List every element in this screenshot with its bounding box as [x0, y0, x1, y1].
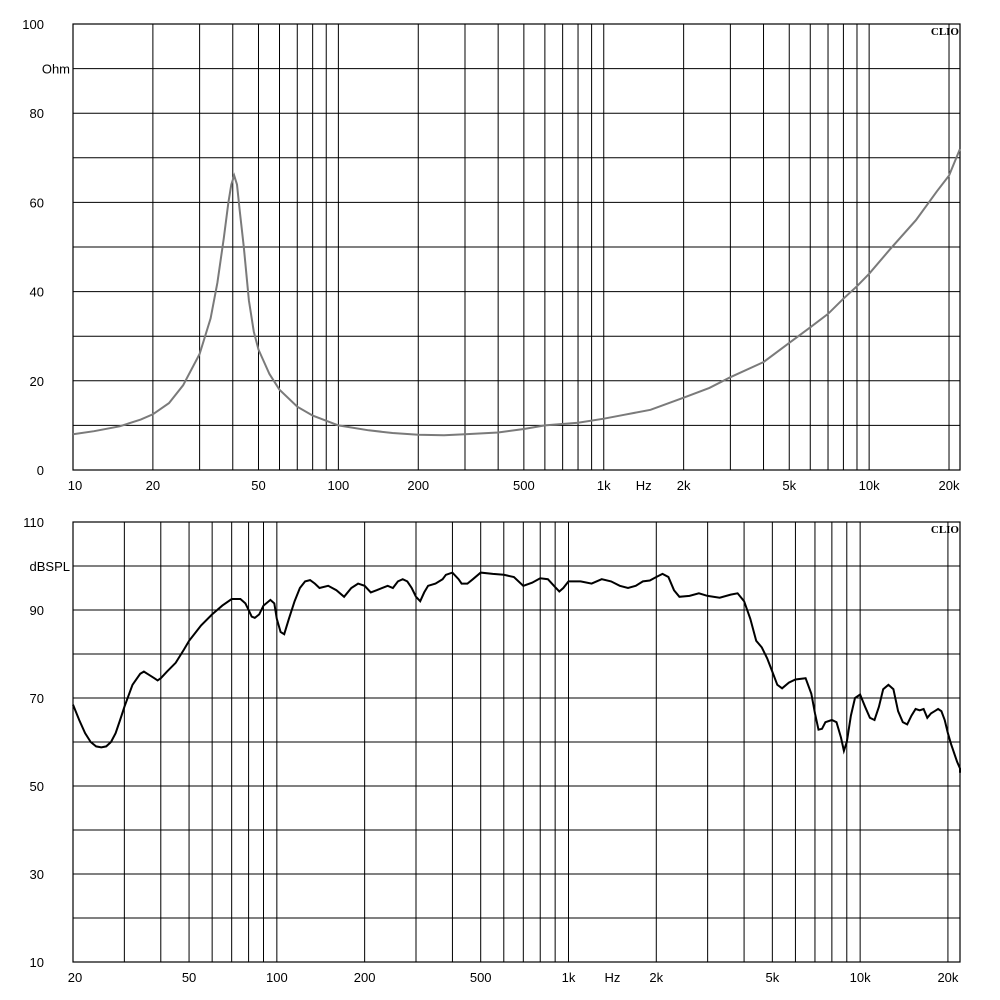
impedance-x-tick-label: 2k [677, 478, 691, 493]
spl-y-tick-labels: 10 30 50 70 90 110 [23, 515, 44, 970]
impedance-y-tick-label: 60 [30, 195, 44, 210]
impedance-x-tick-label: 200 [407, 478, 429, 493]
spl-x-unit-label: Hz [604, 970, 620, 985]
spl-brand-label: CLIO [931, 524, 960, 536]
spl-y-tick-label: 10 [30, 955, 44, 970]
spl-chart: CLIO dBSPL Hz 10 30 50 70 90 110 20 50 100 200 50… [23, 515, 961, 985]
impedance-x-tick-label: 100 [328, 478, 350, 493]
spl-x-tick-label: 20 [68, 970, 82, 985]
impedance-y-unit-label: Ohm [42, 62, 70, 77]
spl-y-tick-label: 110 [23, 515, 44, 530]
impedance-x-tick-label: 1k [597, 478, 611, 493]
spl-y-tick-label: 30 [30, 867, 44, 882]
spl-x-tick-labels: 20 50 100 200 500 1k 2k 5k 10k 20k [68, 970, 959, 985]
impedance-grid [73, 24, 960, 470]
impedance-x-tick-label: 10k [859, 478, 880, 493]
impedance-x-tick-label: 5k [782, 478, 796, 493]
impedance-x-tick-label: 20 [146, 478, 160, 493]
spl-x-tick-label: 500 [470, 970, 492, 985]
spl-x-tick-label: 5k [765, 970, 779, 985]
impedance-y-tick-labels: 0 20 40 60 80 100 [22, 17, 44, 478]
impedance-brand-label: CLIO [931, 26, 960, 38]
spl-x-tick-label: 100 [266, 970, 288, 985]
impedance-x-tick-label: 20k [939, 478, 960, 493]
spl-y-tick-label: 90 [30, 603, 44, 618]
spl-y-unit-label: dBSPL [30, 559, 70, 574]
impedance-chart: CLIO Ohm Hz 0 20 40 60 80 100 10 20 50 100 200 500… [22, 17, 961, 493]
impedance-y-tick-label: 40 [30, 285, 44, 300]
spl-x-tick-label: 2k [649, 970, 663, 985]
impedance-x-tick-label: 50 [251, 478, 265, 493]
spl-x-tick-label: 200 [354, 970, 376, 985]
impedance-y-tick-label: 20 [30, 374, 44, 389]
impedance-x-tick-label: 500 [513, 478, 535, 493]
impedance-x-tick-label: 10 [68, 478, 82, 493]
spl-x-tick-label: 20k [937, 970, 958, 985]
spl-x-tick-label: 1k [562, 970, 576, 985]
spl-grid [73, 522, 960, 962]
impedance-y-tick-label: 0 [37, 463, 44, 478]
impedance-y-tick-label: 80 [30, 106, 44, 121]
impedance-plot-frame [72, 23, 961, 471]
spl-x-tick-label: 50 [182, 970, 196, 985]
impedance-y-tick-label: 100 [22, 17, 44, 32]
impedance-curve [72, 148, 961, 437]
spl-curve [72, 571, 961, 773]
impedance-x-tick-labels: 10 20 50 100 200 500 1k 2k 5k 10k 20k [68, 478, 960, 493]
spl-y-tick-label: 70 [30, 691, 44, 706]
spl-y-tick-label: 50 [30, 779, 44, 794]
impedance-x-unit-label: Hz [636, 478, 652, 493]
spl-plot-frame [72, 521, 961, 963]
spl-x-tick-label: 10k [850, 970, 871, 985]
